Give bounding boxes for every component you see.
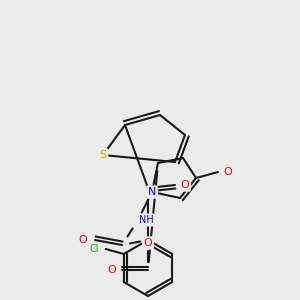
Text: O: O xyxy=(224,167,232,177)
Text: O: O xyxy=(79,235,87,245)
Text: Cl: Cl xyxy=(89,244,98,254)
Text: O: O xyxy=(181,180,189,190)
Text: O: O xyxy=(108,265,116,275)
Text: NH: NH xyxy=(139,215,153,225)
Text: S: S xyxy=(99,150,106,160)
Text: N: N xyxy=(148,187,156,197)
Text: O: O xyxy=(144,238,152,248)
